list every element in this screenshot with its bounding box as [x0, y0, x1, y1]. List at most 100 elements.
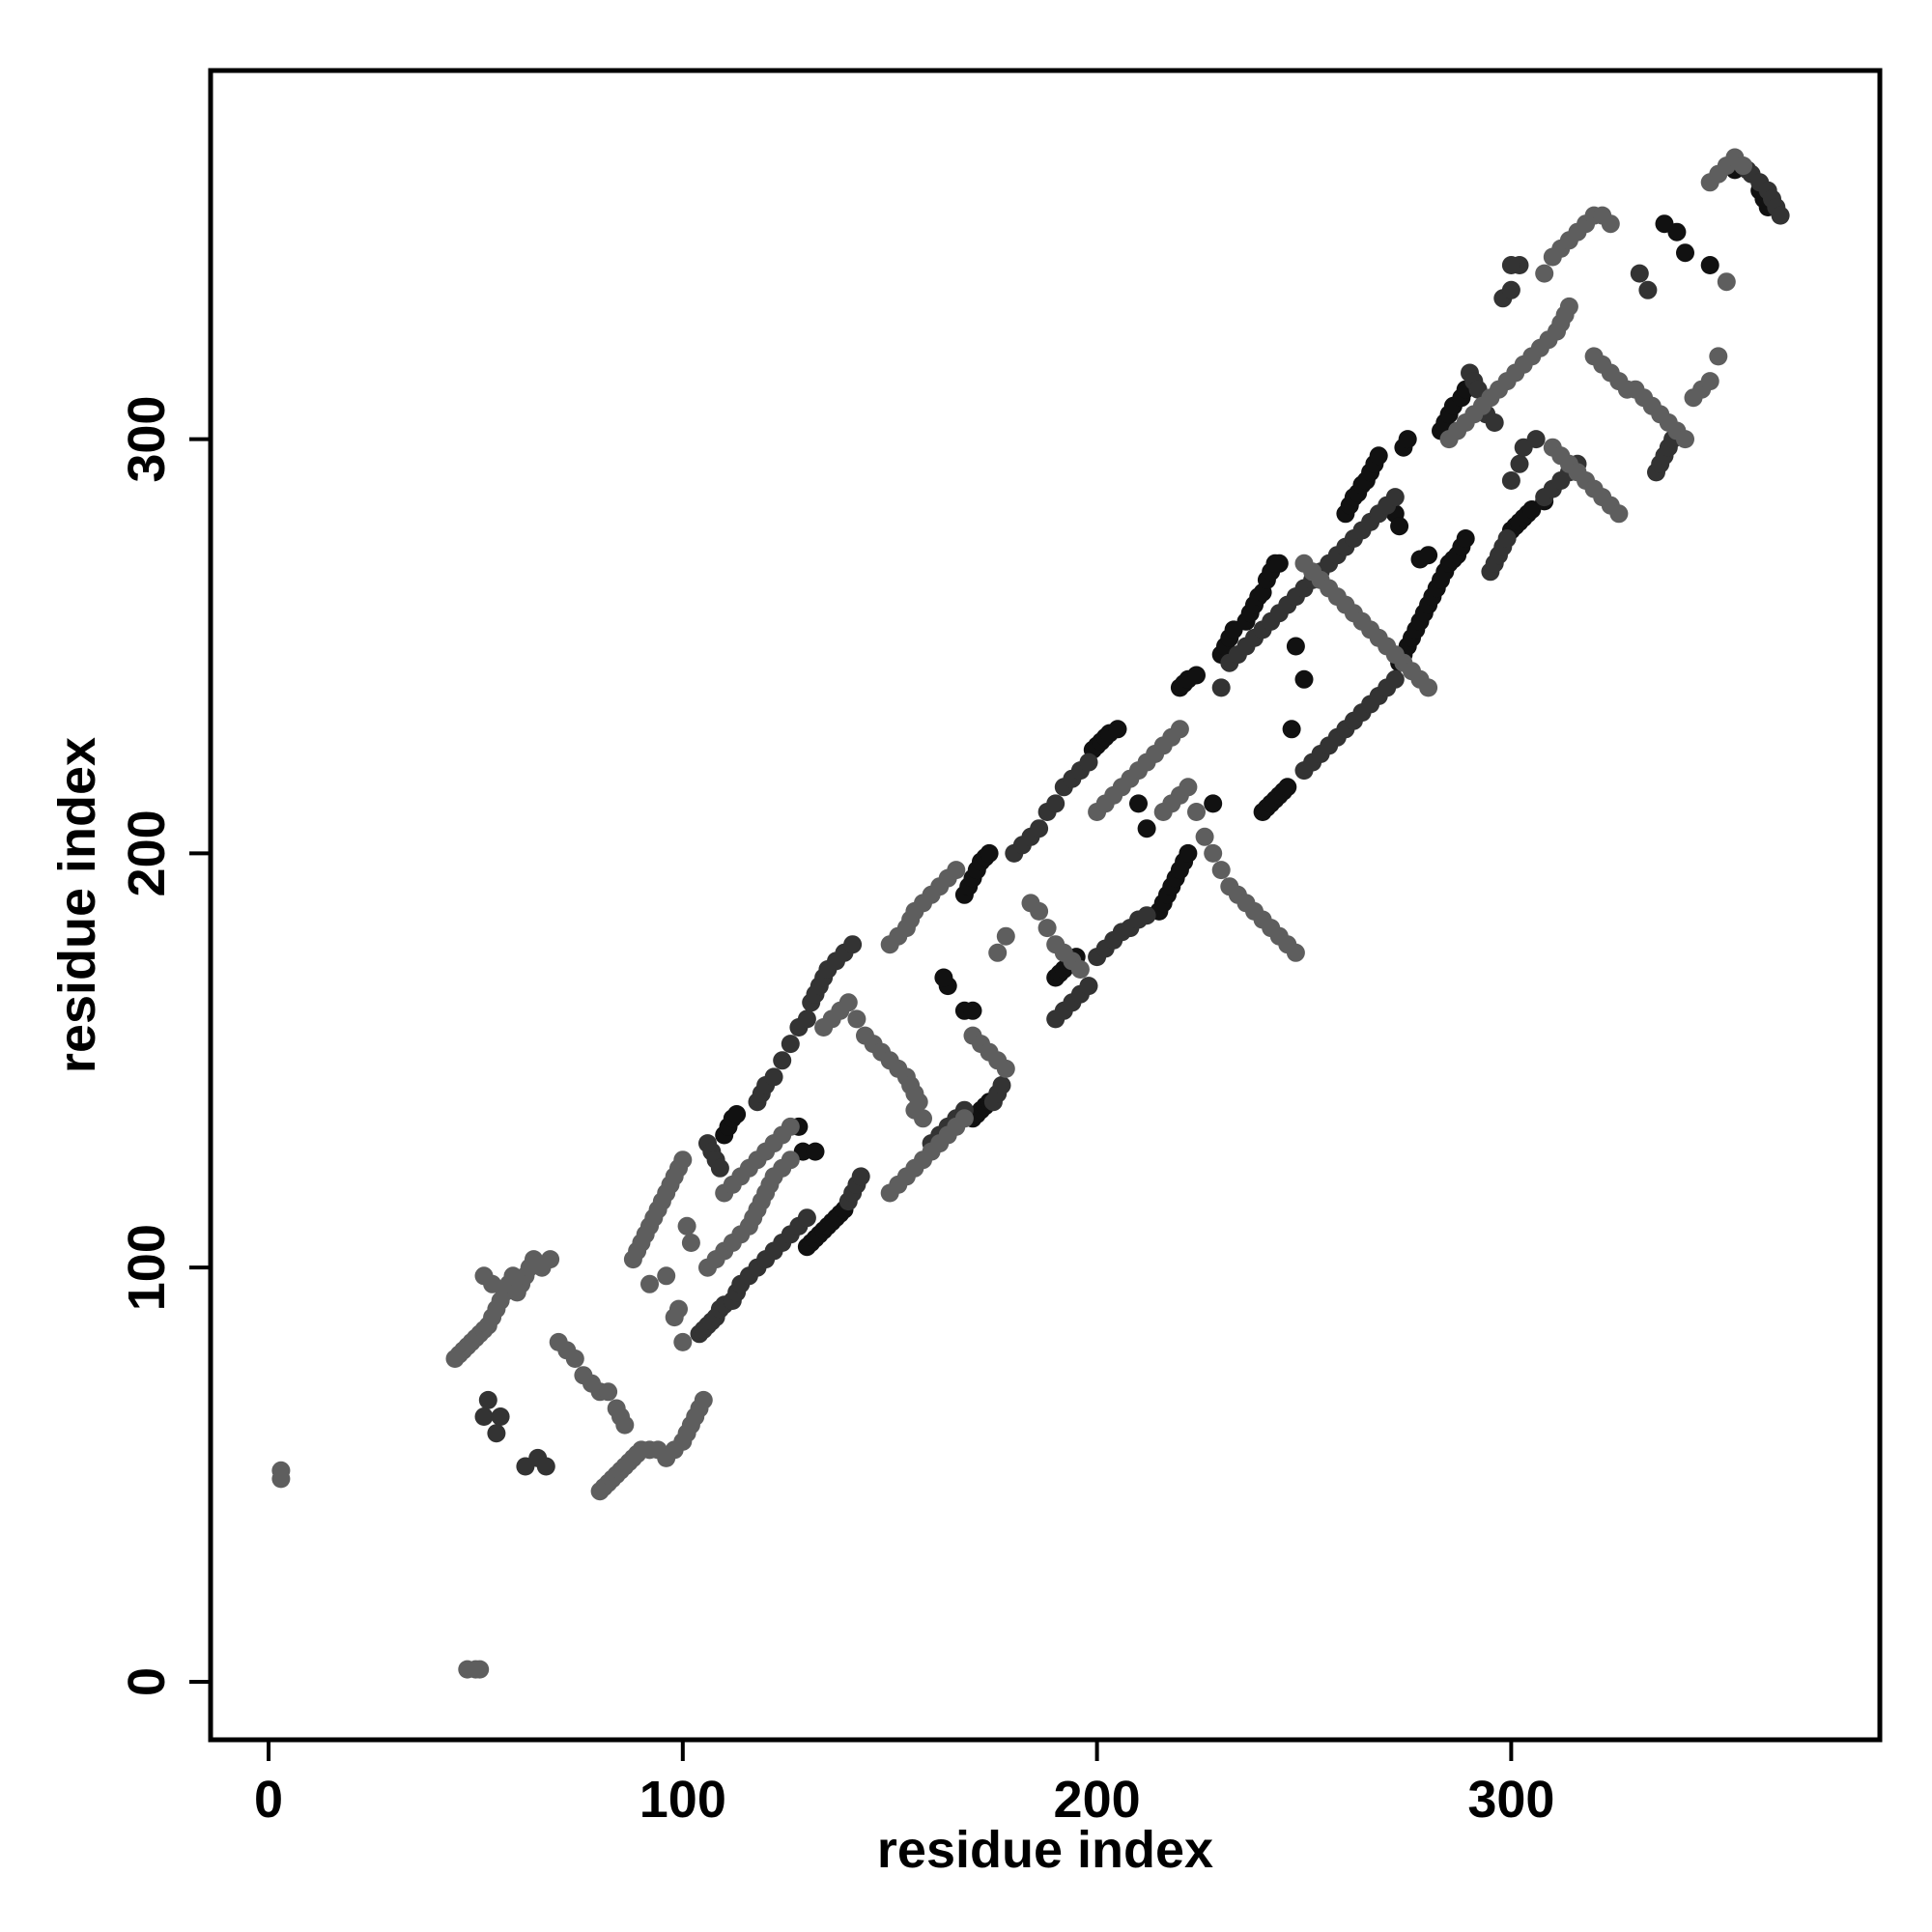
data-point-light-1 [271, 1461, 291, 1480]
data-point-light-138 [954, 1109, 974, 1128]
data-point-mid-2 [487, 1424, 506, 1443]
data-point-mid-118 [1501, 471, 1520, 490]
data-point-light-148 [1037, 919, 1057, 938]
data-point-dark-79 [1278, 778, 1297, 797]
data-point-light-77 [673, 1332, 693, 1351]
data-point-light-170 [1204, 843, 1223, 863]
data-point-light-28 [541, 1250, 560, 1269]
data-point-mid-66 [1079, 753, 1098, 772]
data-point-light-128 [947, 861, 966, 880]
data-point-light-253 [1734, 156, 1752, 176]
data-point-dark-25 [934, 968, 953, 987]
data-point-light-74 [681, 1234, 700, 1252]
x-tick-label-0: 0 [254, 1771, 283, 1829]
data-point-mid-56 [992, 1076, 1011, 1094]
x-tick-label-100: 100 [639, 1771, 726, 1829]
data-point-mid-136 [1630, 264, 1649, 283]
data-point-dark-3 [727, 1105, 747, 1123]
x-tick-label-200: 200 [1054, 1771, 1141, 1829]
data-point-mid-112 [1385, 669, 1405, 689]
x-axis-label: residue index [877, 1821, 1213, 1879]
data-point-mid-133 [1501, 280, 1520, 299]
data-point-dark-58 [1187, 666, 1206, 685]
data-point-mid-60 [1030, 819, 1049, 838]
y-axis-label: residue index [48, 737, 106, 1073]
data-point-dark-120 [1456, 529, 1475, 548]
data-point-mid-38 [781, 1035, 800, 1054]
data-point-light-152 [1070, 960, 1090, 979]
data-point-light-143 [996, 1059, 1015, 1078]
data-point-mid-1 [478, 1390, 497, 1409]
plot-frame [208, 68, 1883, 1743]
data-point-mid-62 [1046, 794, 1065, 813]
data-point-light-59 [694, 1390, 713, 1409]
data-point-mid-131 [1485, 413, 1504, 432]
data-point-mid-36 [764, 1067, 783, 1087]
data-point-light-213 [1559, 297, 1578, 316]
data-point-mid-3 [491, 1407, 510, 1426]
data-point-mid-40 [797, 1009, 816, 1029]
data-point-mid-0 [474, 1407, 494, 1426]
data-point-light-4 [470, 1660, 490, 1679]
data-points [271, 148, 1790, 1679]
data-point-light-246 [1700, 372, 1719, 391]
data-point-light-93 [781, 1151, 800, 1170]
data-point-light-38 [615, 1415, 635, 1435]
data-point-light-163 [1170, 720, 1189, 739]
data-point-light-78 [640, 1274, 659, 1293]
data-point-light-169 [1195, 827, 1214, 846]
y-tick-label-0: 0 [118, 1667, 176, 1696]
data-point-mid-10 [710, 1158, 729, 1178]
x-tick-label-300: 300 [1467, 1771, 1554, 1829]
data-point-light-21 [483, 1274, 502, 1293]
data-point-light-35 [599, 1382, 618, 1402]
data-point-light-171 [1211, 861, 1231, 880]
data-point-mid-135 [1501, 256, 1520, 274]
data-point-mid-71 [1079, 977, 1098, 996]
data-point-mid-121 [1526, 430, 1546, 449]
data-point-dark-72 [1269, 554, 1289, 573]
data-point-dark-131 [1700, 256, 1719, 274]
data-point-mid-78 [1137, 906, 1156, 925]
data-point-light-79 [657, 1266, 676, 1286]
data-point-mid-79 [1211, 678, 1231, 697]
data-point-mid-117 [1497, 529, 1517, 548]
data-point-dark-129 [1667, 222, 1687, 242]
data-point-light-73 [677, 1216, 696, 1236]
data-point-mid-150 [1771, 206, 1790, 225]
data-point-dark-97 [1419, 546, 1438, 565]
y-tick-label-200: 200 [118, 810, 176, 896]
data-point-dark-16 [806, 1142, 825, 1161]
data-point-mid-6 [536, 1457, 555, 1476]
y-tick-label-100: 100 [118, 1224, 176, 1311]
data-point-dark-82 [1294, 669, 1314, 689]
data-point-dark-46 [1137, 819, 1156, 838]
data-point-dark-91 [1369, 446, 1388, 466]
data-point-light-248 [1717, 272, 1736, 292]
data-point-dark-23 [963, 1001, 982, 1020]
data-point-dark-59 [1204, 794, 1223, 813]
x-axis: 0 100 200 300 [254, 1740, 1554, 1829]
data-point-mid-48 [843, 935, 863, 954]
data-point-mid-100 [1385, 488, 1405, 507]
y-axis: 0 100 200 300 [118, 396, 211, 1696]
data-point-dark-80 [1282, 720, 1301, 739]
data-point-dark-95 [1398, 430, 1417, 449]
data-point-light-223 [1535, 264, 1554, 283]
data-point-dark-130 [1676, 243, 1694, 263]
data-point-light-144 [988, 943, 1008, 962]
data-point-dark-38 [980, 843, 999, 863]
data-point-mid-37 [773, 1051, 792, 1070]
data-point-light-107 [847, 1009, 867, 1029]
data-point-light-168 [1187, 803, 1206, 821]
data-point-light-102 [781, 1117, 800, 1136]
data-point-dark-45 [1129, 794, 1148, 813]
data-point-dark-81 [1286, 637, 1305, 656]
data-point-light-231 [1601, 214, 1620, 234]
data-point-light-180 [1286, 943, 1305, 962]
data-point-light-31 [565, 1350, 584, 1368]
data-point-mid-119 [1510, 454, 1529, 473]
y-tick-label-300: 300 [118, 396, 176, 483]
data-point-mid-32 [851, 1167, 870, 1186]
